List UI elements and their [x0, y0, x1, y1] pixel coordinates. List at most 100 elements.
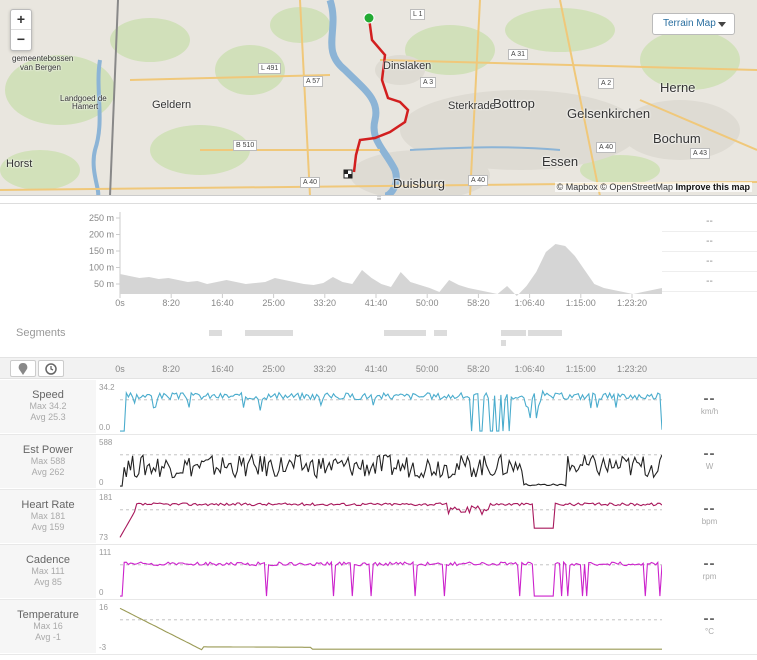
stream-unit: km/h [700, 407, 719, 416]
zoom-control: + − [10, 9, 32, 51]
stream-time-tick: 8:20 [162, 364, 180, 374]
segment-bar [528, 330, 562, 336]
map-place-label: Geldern [152, 99, 192, 111]
zoom-in-button[interactable]: + [11, 10, 31, 30]
segment-bar [209, 330, 222, 336]
map-place-label: Dinslaken [383, 60, 432, 72]
stream-unit: rpm [702, 572, 717, 581]
row-divider [0, 599, 757, 600]
stream-top-value: 181 [99, 493, 113, 502]
map-type-label: Terrain Map [663, 18, 716, 29]
map-type-dropdown[interactable]: Terrain Map [652, 13, 735, 35]
map-marker-button[interactable] [10, 360, 36, 377]
segment-bar [434, 330, 447, 336]
stream-max: Max 16 [33, 621, 63, 631]
stream-top-value: 34.2 [99, 383, 115, 392]
row-divider [0, 489, 757, 490]
time-axis-button[interactable] [38, 360, 64, 377]
row-divider [0, 544, 757, 545]
stream-label-est-power[interactable]: Est Power Max 588 Avg 262 [0, 435, 96, 489]
elevation-chart[interactable]: 250 m 200 m 150 m 100 m 50 m0s 8:20 16:40 25:00… [0, 212, 662, 312]
stream-value: -- [703, 610, 716, 627]
map-place-label: van Bergen [20, 63, 61, 72]
stream-name: Heart Rate [21, 499, 75, 511]
stream-plot[interactable]: 181 73 [96, 490, 662, 545]
segments-track [209, 330, 562, 346]
elevation-x-tick: 1:06:40 [515, 298, 545, 308]
stream-label-cadence[interactable]: Cadence Max 111 Avg 85 [0, 545, 96, 599]
segment-bar [245, 330, 293, 336]
elevation-side-value: -- [662, 252, 757, 272]
map-attribution: © Mapbox © OpenStreetMap Improve this ma… [554, 182, 752, 192]
mapbox-attribution-link[interactable]: © Mapbox [556, 182, 598, 192]
elevation-x-tick: 1:15:00 [566, 298, 596, 308]
stream-time-tick: 1:06:40 [515, 364, 545, 374]
map-place-label: Herne [660, 80, 696, 95]
elevation-side-value: -- [662, 212, 757, 232]
map-place-label: Sterkrade [448, 100, 496, 112]
stream-bottom-value: 0 [99, 588, 104, 597]
elevation-y-tick: 150 m [89, 246, 114, 256]
elevation-y-tick: 50 m [94, 279, 114, 289]
map-place-label: Bochum [653, 131, 701, 146]
elevation-x-tick: 41:40 [365, 298, 388, 308]
stream-line [119, 607, 662, 651]
stream-avg: Avg 25.3 [30, 412, 66, 422]
stream-top-value: 111 [99, 548, 112, 557]
stream-current-value: -- km/h [662, 390, 757, 416]
stream-time-tick: 58:20 [467, 364, 490, 374]
stream-avg: Avg 159 [31, 522, 65, 532]
stream-plot[interactable]: 16 -3 [96, 600, 662, 655]
elevation-side-values: -- -- -- -- [662, 212, 757, 292]
map-road-label: A 40 [596, 142, 617, 153]
stream-time-tick: 50:00 [416, 364, 439, 374]
map-road-label: L 491 [258, 63, 282, 74]
stream-current-value: -- bpm [662, 500, 757, 526]
map-place-label: Hamert [72, 102, 99, 111]
resize-handle-icon[interactable]: ≡ [376, 194, 382, 203]
elevation-y-tick: 200 m [89, 230, 114, 240]
segment-bar [384, 330, 426, 336]
stream-unit: W [705, 462, 714, 471]
map-canvas [0, 0, 757, 195]
route-map[interactable]: Dinslaken Bottrop Gelsenkirchen Herne Bochum… [0, 0, 757, 196]
map-place-label: Duisburg [393, 176, 446, 191]
map-road-label: A 40 [300, 177, 321, 188]
stream-value: -- [703, 445, 716, 462]
elevation-x-tick: 50:00 [416, 298, 439, 308]
map-road-label: A 31 [508, 49, 529, 60]
map-place-label: Essen [542, 154, 579, 169]
stream-value: -- [703, 555, 716, 572]
stream-plot[interactable]: 34.2 0.0 [96, 380, 662, 435]
stream-max: Max 588 [30, 456, 66, 466]
stream-label-speed[interactable]: Speed Max 34.2 Avg 25.3 [0, 380, 96, 434]
elevation-y-tick: 100 m [89, 263, 114, 273]
stream-label-temperature[interactable]: Temperature Max 16 Avg -1 [0, 600, 96, 654]
improve-map-link[interactable]: Improve this map [675, 182, 750, 192]
map-place-label: gemeentebossen [12, 54, 74, 63]
stream-max: Max 34.2 [29, 401, 67, 411]
row-divider [0, 434, 757, 435]
stream-current-value: -- °C [662, 610, 757, 636]
stream-current-value: -- W [662, 445, 757, 471]
segments-label: Segments [16, 327, 66, 339]
zoom-out-button[interactable]: − [16, 31, 26, 47]
elevation-y-tick: 250 m [89, 213, 114, 223]
map-road-label: A 3 [420, 77, 437, 88]
stream-top-value: 588 [99, 438, 113, 447]
stream-label-heart-rate[interactable]: Heart Rate Max 181 Avg 159 [0, 490, 96, 544]
caret-down-icon [718, 22, 726, 27]
stream-max: Max 181 [30, 511, 66, 521]
map-road-label: L 1 [410, 9, 426, 20]
stream-plot[interactable]: 588 0 [96, 435, 662, 490]
stream-plot[interactable]: 111 0 [96, 545, 662, 600]
elevation-x-tick: 33:20 [314, 298, 337, 308]
stream-time-tick: 1:23:20 [617, 364, 647, 374]
map-road-label: A 40 [468, 175, 489, 186]
segment-bar [501, 340, 506, 346]
row-divider [0, 654, 757, 655]
elevation-x-tick: 16:40 [211, 298, 234, 308]
stream-name: Cadence [25, 554, 71, 566]
stream-value: -- [703, 390, 716, 407]
osm-attribution-link[interactable]: © OpenStreetMap [600, 182, 673, 192]
